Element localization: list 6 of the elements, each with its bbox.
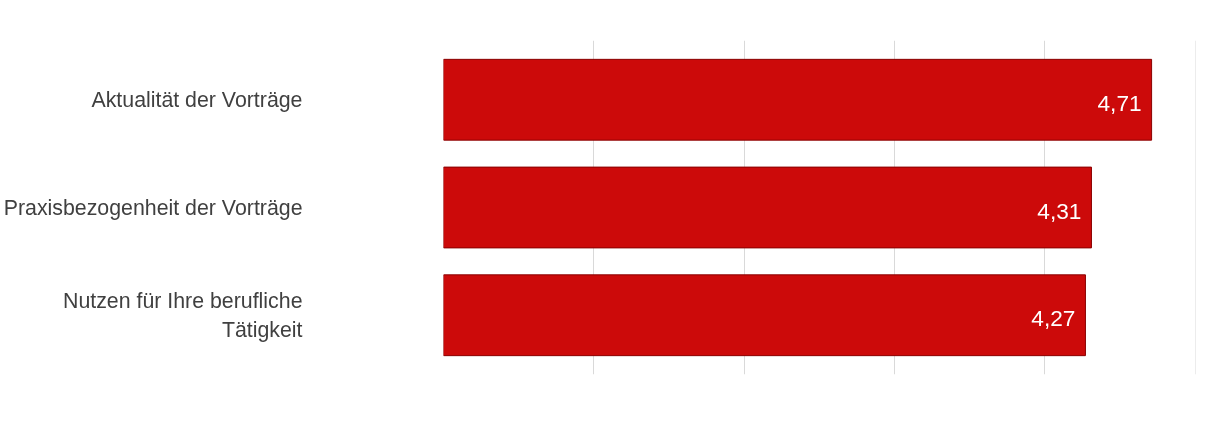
data-label: 4,31 xyxy=(1037,197,1082,224)
y-tick-label: Aktualität der Vorträge xyxy=(91,87,303,112)
y-tick-label: Praxisbezogenheit der Vorträge xyxy=(3,195,303,220)
y-tick-label: Nutzen für Ihre berufliche Tätigkeit xyxy=(63,288,303,342)
data-label: 4,71 xyxy=(1097,89,1142,116)
data-label: 4,27 xyxy=(1031,305,1076,332)
